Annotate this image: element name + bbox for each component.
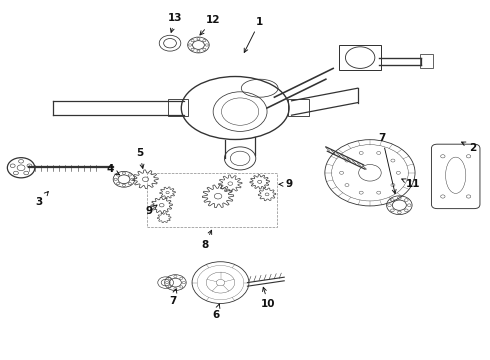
- Text: 11: 11: [402, 179, 420, 189]
- Text: 9: 9: [279, 179, 293, 189]
- Text: 8: 8: [201, 230, 212, 250]
- Text: 7: 7: [378, 132, 396, 194]
- Text: 6: 6: [212, 304, 220, 320]
- Text: 12: 12: [200, 15, 220, 35]
- Text: 2: 2: [462, 142, 476, 153]
- Text: 9: 9: [146, 205, 157, 216]
- Text: 13: 13: [168, 13, 183, 32]
- Text: 10: 10: [261, 287, 276, 309]
- Text: 5: 5: [136, 148, 144, 168]
- Text: 7: 7: [169, 289, 177, 306]
- Bar: [147, 173, 277, 227]
- Text: 1: 1: [244, 17, 263, 53]
- Text: 3: 3: [36, 192, 49, 207]
- Text: 4: 4: [106, 164, 120, 175]
